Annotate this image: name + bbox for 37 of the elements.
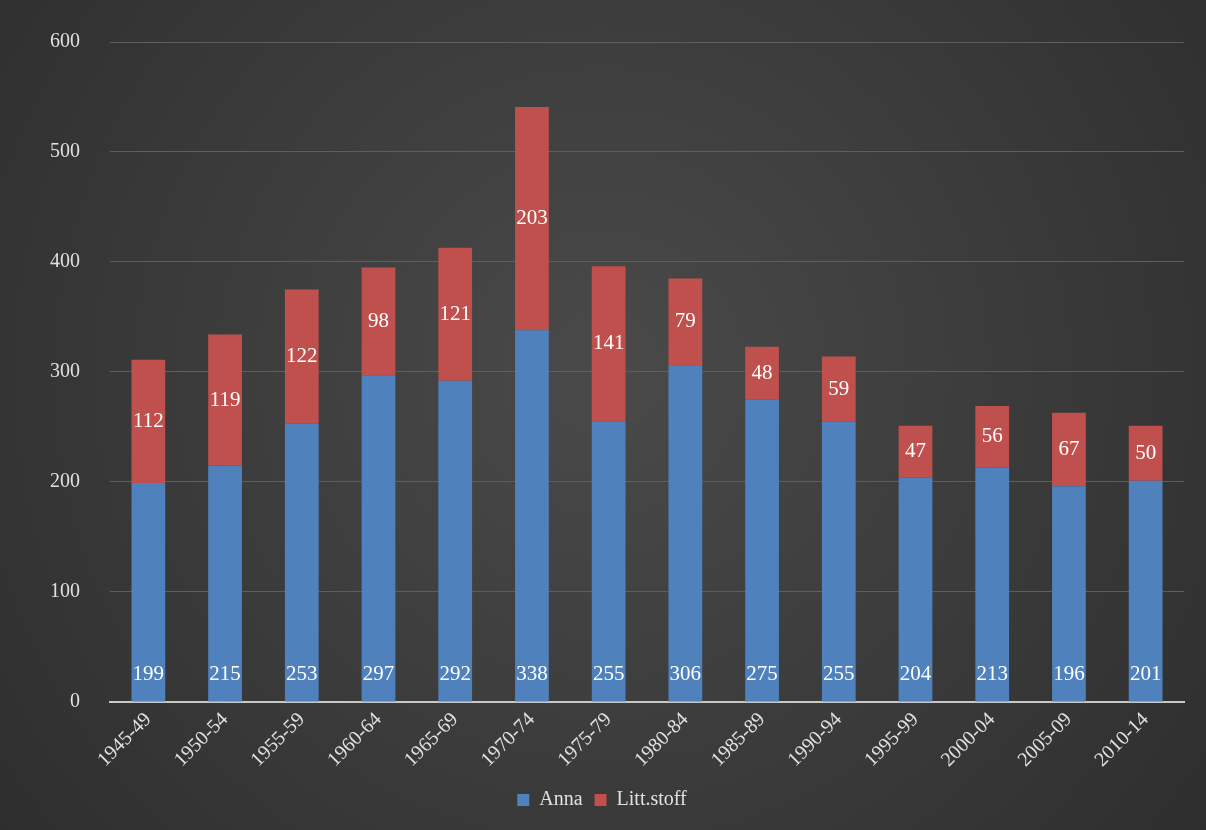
- data-label: 59: [828, 375, 850, 400]
- data-label: 255: [592, 660, 625, 685]
- data-label: 199: [132, 660, 165, 685]
- data-label: 213: [976, 660, 1008, 685]
- data-label: 56: [981, 423, 1003, 448]
- data-label: 48: [751, 359, 773, 384]
- legend-label: Litt.stoff: [616, 787, 688, 810]
- data-label: 306: [669, 660, 702, 685]
- data-label: 196: [1053, 660, 1085, 685]
- data-label: 122: [286, 343, 318, 368]
- data-label: 201: [1129, 660, 1162, 685]
- data-label: 255: [823, 660, 855, 685]
- data-label: 79: [674, 308, 696, 333]
- data-label: 253: [286, 660, 318, 685]
- y-tick-label: 0: [70, 689, 80, 712]
- data-label: 141: [592, 330, 625, 355]
- y-tick-label: 500: [50, 139, 80, 162]
- data-label: 47: [905, 438, 926, 463]
- data-label: 275: [746, 660, 778, 685]
- y-tick-label: 200: [50, 469, 80, 492]
- data-label: 119: [209, 386, 241, 411]
- data-label: 121: [439, 300, 471, 325]
- legend-label: Anna: [539, 787, 583, 810]
- data-label: 338: [516, 660, 548, 685]
- data-label: 292: [439, 660, 471, 685]
- y-tick-label: 300: [50, 359, 80, 382]
- y-tick-label: 600: [50, 29, 80, 52]
- data-label: 98: [368, 307, 389, 332]
- data-label: 203: [516, 205, 548, 230]
- y-tick-label: 400: [50, 249, 80, 272]
- y-tick-label: 100: [50, 579, 80, 602]
- data-label: 50: [1135, 439, 1157, 464]
- data-label: 297: [362, 660, 395, 685]
- data-label: 112: [132, 407, 164, 432]
- data-label: 215: [209, 660, 241, 685]
- data-label: 204: [899, 660, 932, 685]
- data-label: 67: [1058, 436, 1080, 460]
